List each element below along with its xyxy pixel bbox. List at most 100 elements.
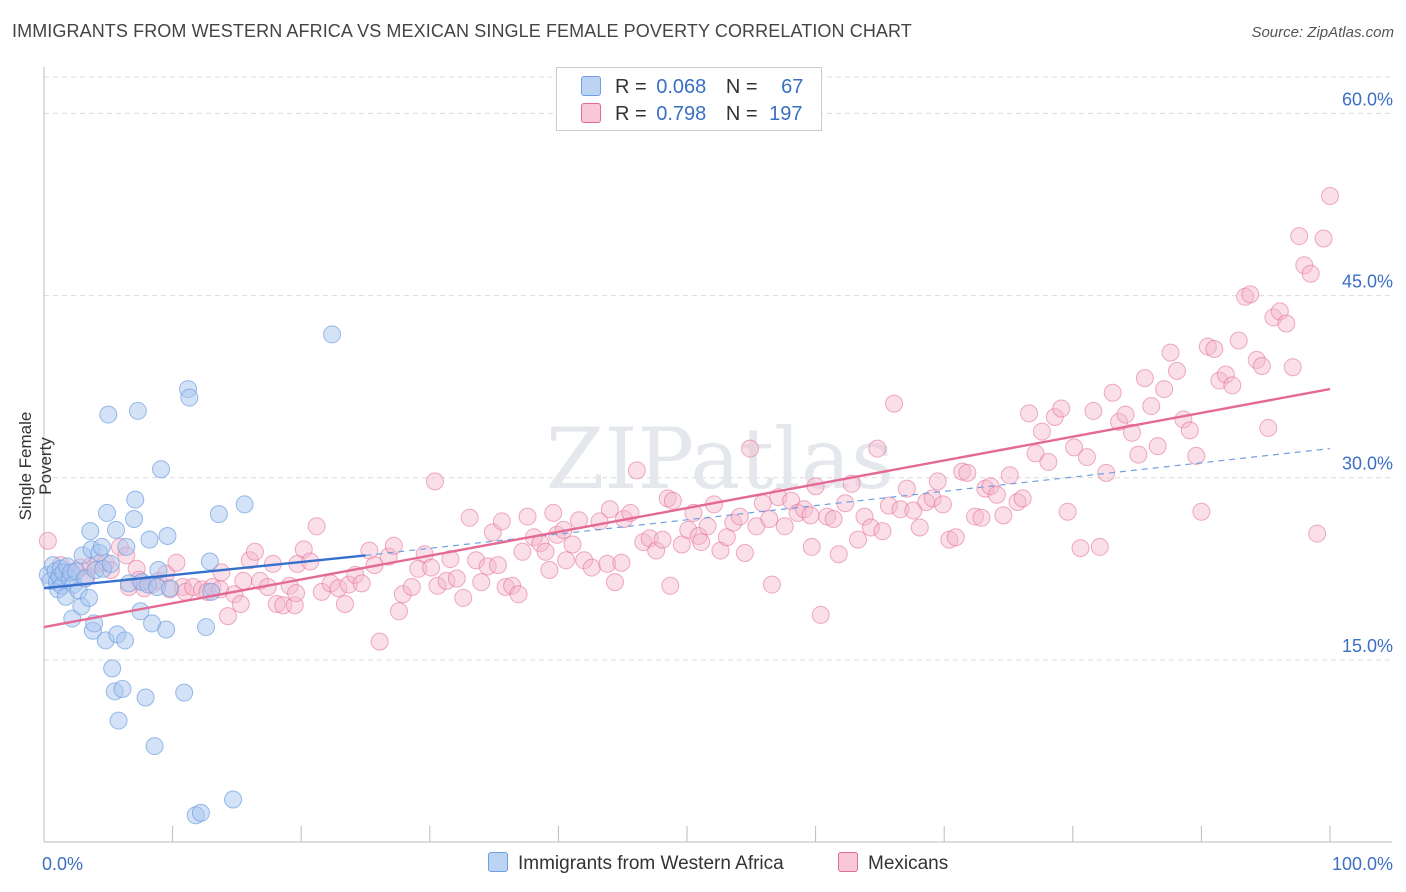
legend-swatch-blue [488, 852, 508, 872]
legend-item-western-africa: Immigrants from Western Africa [488, 852, 784, 875]
data-point-mexicans [518, 507, 537, 526]
data-point-mexicans [1071, 539, 1090, 558]
data-point-western-africa [81, 522, 100, 541]
data-point-western-africa [125, 510, 144, 528]
data-point-western-africa [323, 325, 342, 344]
data-point-mexicans [1223, 376, 1242, 395]
data-point-mexicans [663, 491, 682, 510]
data-point-western-africa [117, 537, 136, 556]
data-point-mexicans [447, 569, 466, 588]
data-point-mexicans [928, 472, 947, 491]
y-tick-label: 45.0% [1342, 272, 1393, 292]
data-point-mexicans [384, 536, 403, 555]
data-point-mexicans [762, 575, 781, 594]
data-point-mexicans [231, 595, 250, 613]
legend-swatch-pink [838, 852, 858, 872]
legend-label-mexicans: Mexicans [868, 853, 949, 874]
legend-r-value: 0.068 [656, 76, 707, 98]
legend-swatch-pink [581, 103, 601, 123]
data-point-mexicans [868, 439, 887, 458]
data-point-mexicans [1103, 383, 1122, 402]
data-point-mexicans [923, 489, 942, 508]
data-point-mexicans [1314, 229, 1333, 248]
data-point-western-africa [158, 527, 177, 545]
data-point-western-africa [175, 683, 194, 702]
data-point-mexicans [1032, 422, 1051, 441]
data-point-mexicans [692, 533, 711, 552]
data-point-mexicans [1135, 369, 1154, 388]
data-point-mexicans [861, 518, 880, 537]
data-point-mexicans [234, 571, 253, 590]
data-point-mexicans [339, 575, 358, 594]
source-label: Source: ZipAtlas.com [1251, 24, 1394, 41]
data-point-mexicans [1077, 448, 1096, 467]
data-point-mexicans [958, 463, 977, 482]
data-point-mexicans [946, 528, 965, 547]
data-point-mexicans [1039, 452, 1058, 471]
data-point-mexicans [1020, 404, 1039, 423]
data-point-mexicans [1065, 438, 1084, 457]
data-point-mexicans [855, 507, 874, 526]
data-point-mexicans [557, 551, 576, 570]
data-point-mexicans [802, 537, 821, 556]
data-point-western-africa [235, 495, 254, 514]
data-point-mexicans [1167, 361, 1186, 380]
data-point-mexicans [492, 512, 511, 531]
data-point-mexicans [307, 517, 326, 536]
data-point-mexicans [472, 573, 491, 592]
data-point-mexicans [402, 578, 421, 596]
data-point-mexicans [753, 494, 772, 513]
data-point-mexicans [1247, 350, 1266, 369]
legend-row-mexicans: R = 0.798 N = 197 [581, 103, 803, 127]
data-point-western-africa [101, 554, 120, 573]
data-point-western-africa [200, 552, 219, 571]
legend-swatch-blue [581, 76, 601, 96]
data-point-mexicans [811, 605, 830, 624]
data-point-mexicans [352, 574, 371, 593]
data-point-mexicans [829, 545, 848, 564]
data-point-western-africa [126, 490, 145, 509]
data-point-mexicans [454, 588, 473, 607]
data-point-mexicans [240, 551, 259, 570]
data-point-mexicans [575, 551, 594, 570]
data-point-western-africa [157, 620, 176, 639]
data-point-mexicans [1058, 502, 1077, 521]
data-point-mexicans [904, 501, 923, 520]
data-point-mexicans [329, 579, 348, 598]
data-point-mexicans [425, 472, 444, 491]
data-point-mexicans [801, 506, 820, 525]
data-point-mexicans [987, 485, 1006, 504]
data-point-mexicans [891, 500, 910, 519]
data-point-western-africa [149, 561, 168, 579]
data-point-western-africa [113, 680, 132, 698]
data-point-western-africa [80, 588, 99, 607]
data-point-mexicans [1259, 418, 1278, 437]
data-point-mexicans [1000, 466, 1019, 485]
data-point-western-africa [197, 618, 216, 637]
data-point-mexicans [605, 573, 624, 592]
data-point-mexicans [885, 394, 904, 413]
data-point-mexicans [1116, 405, 1135, 424]
data-point-mexicans [698, 517, 717, 536]
legend-n-label: N = [725, 103, 758, 125]
data-point-mexicans [598, 554, 617, 573]
data-point-mexicans [218, 607, 237, 626]
data-point-mexicans [1129, 445, 1148, 464]
data-point-mexicans [513, 542, 532, 561]
data-point-mexicans [1122, 423, 1141, 442]
data-point-western-africa [98, 503, 117, 522]
data-point-mexicans [1013, 489, 1032, 508]
trend-line-western-africa-dashed [365, 447, 1331, 557]
data-point-mexicans [661, 576, 680, 595]
series-legend: Immigrants from Western Africa Mexicans [0, 852, 1406, 878]
legend-r-label: R = [615, 76, 647, 98]
data-point-mexicans [897, 479, 916, 498]
data-point-mexicans [563, 535, 582, 554]
chart-title: IMMIGRANTS FROM WESTERN AFRICA VS MEXICA… [12, 21, 912, 41]
data-point-western-africa [116, 631, 135, 650]
data-point-mexicans [536, 542, 555, 561]
data-point-mexicans [335, 595, 354, 613]
data-point-mexicans [775, 517, 794, 536]
data-point-mexicans [441, 550, 460, 569]
data-point-mexicans [933, 495, 952, 514]
